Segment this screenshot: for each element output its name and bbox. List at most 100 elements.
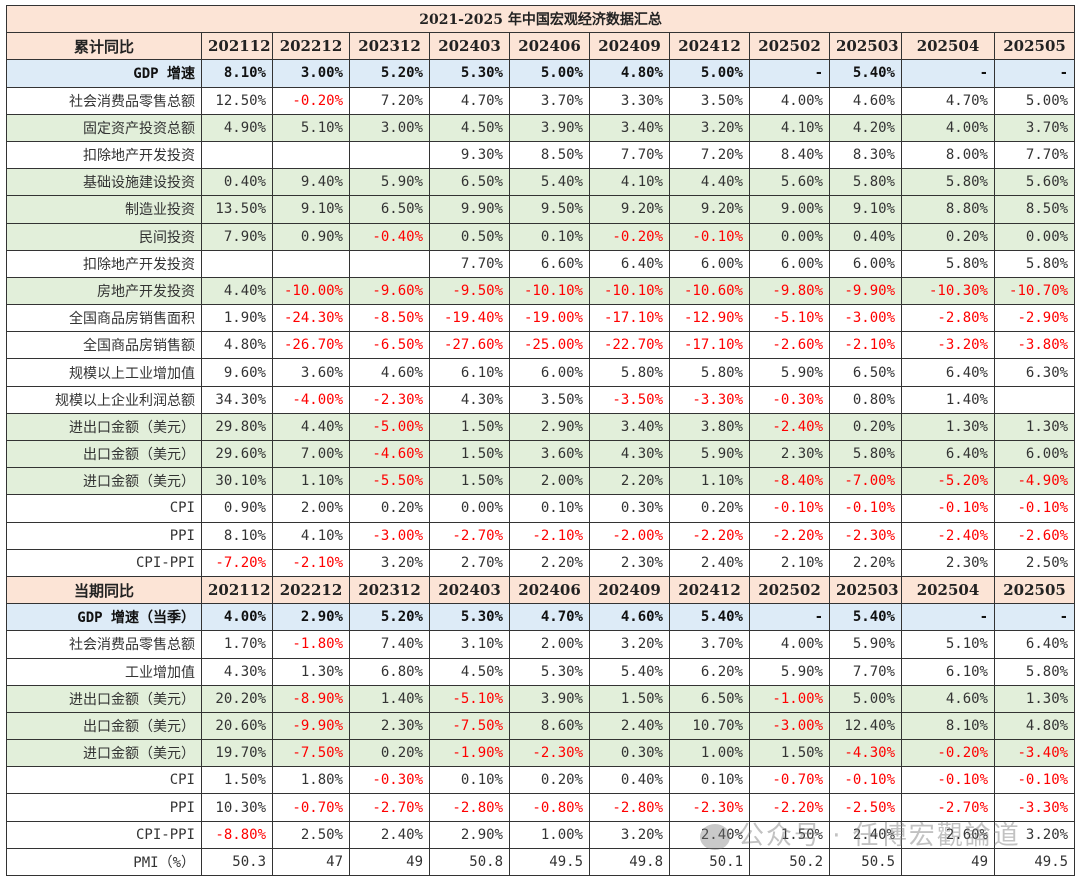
- table-cell: -10.10%: [589, 276, 670, 306]
- table-cell: 6.50%: [669, 684, 750, 713]
- table-row: 进口金额（美元） 19.70% -7.50% 0.20% -1.90% -2.30% 0.3…: [6, 739, 1076, 768]
- table-cell: 47: [272, 847, 350, 877]
- table-cell: 49: [901, 847, 995, 877]
- table-cell: 0.30%: [589, 494, 670, 523]
- table-cell: 7.70%: [429, 249, 510, 278]
- table-cell: -24.30%: [272, 304, 350, 333]
- table-row: CPI-PPI -7.20% -2.10% 3.20% 2.70% 2.20% 2.30% 2…: [6, 548, 1076, 577]
- table-cell: 0.20%: [509, 766, 590, 795]
- table-cell: -2.70%: [901, 793, 995, 822]
- table-row: 规模以上企业利润总额 34.30% -4.00% -2.30% 4.30% 3.50% -3…: [6, 385, 1076, 414]
- row-label: 扣除地产开发投资: [6, 249, 202, 278]
- table-row: 基础设施建设投资 0.40% 9.40% 5.90% 6.50% 5.40% 4.10% 4.…: [6, 168, 1076, 197]
- table-cell: -5.10%: [749, 304, 830, 333]
- table-cell: 5.40%: [509, 168, 590, 197]
- table-cell: 49.5: [509, 847, 590, 877]
- section-header-label: 累计同比: [6, 32, 202, 61]
- table-cell: -4.60%: [349, 439, 430, 469]
- table-cell: 6.00%: [509, 358, 590, 387]
- table-cell: 5.60%: [993, 168, 1076, 197]
- table-cell: 20.60%: [201, 711, 273, 741]
- table-cell: 8.60%: [509, 711, 590, 741]
- table-cell: 1.00%: [509, 820, 590, 849]
- table-cell: 9.20%: [589, 195, 670, 224]
- table-cell: 29.60%: [201, 439, 273, 469]
- table-cell: -2.60%: [993, 521, 1076, 550]
- table-cell: 2.40%: [669, 820, 750, 849]
- table-cell: 8.50%: [509, 140, 590, 170]
- table-cell: -10.70%: [993, 276, 1076, 306]
- table-cell: 3.20%: [993, 820, 1076, 849]
- table-cell: -4.30%: [829, 739, 902, 768]
- table-cell: 5.80%: [669, 358, 750, 387]
- table-cell: -2.70%: [429, 521, 510, 550]
- table-cell: 2.50%: [272, 820, 350, 849]
- table-cell: -9.60%: [349, 276, 430, 306]
- table-cell: 4.80%: [201, 331, 273, 360]
- table-cell: -7.20%: [201, 548, 273, 577]
- table-cell: [272, 249, 350, 278]
- table-row: 进出口金额（美元） 29.80% 4.40% -5.00% 1.50% 2.90% 3.40…: [6, 412, 1076, 442]
- table-cell: 5.20%: [349, 603, 430, 632]
- table-cell: 0.10%: [509, 494, 590, 523]
- table-cell: 3.40%: [589, 412, 670, 442]
- table-cell: 10.30%: [201, 793, 273, 822]
- table-cell: 3.40%: [589, 113, 670, 142]
- row-label: CPI: [6, 766, 202, 795]
- table-cell: -2.20%: [749, 521, 830, 550]
- table-cell: 1.00%: [669, 739, 750, 768]
- table-cell: 6.50%: [349, 195, 430, 224]
- table-cell: 6.40%: [901, 358, 995, 387]
- table-cell: 2.60%: [901, 820, 995, 849]
- period-header: 202212: [272, 575, 350, 605]
- table-row: 出口金额（美元） 20.60% -9.90% 2.30% -7.50% 8.60% 2.40…: [6, 711, 1076, 741]
- table-cell: -3.80%: [993, 331, 1076, 360]
- table-cell: -8.90%: [272, 684, 350, 713]
- row-label: 扣除地产开发投资: [6, 140, 202, 170]
- period-header: 202409: [589, 32, 670, 61]
- table-cell: 1.30%: [901, 412, 995, 442]
- table-cell: 4.70%: [509, 603, 590, 632]
- table-row: 规模以上工业增加值 9.60% 3.60% 4.60% 6.10% 6.00% 5.80% 5…: [6, 358, 1076, 387]
- table-cell: 9.40%: [272, 168, 350, 197]
- table-cell: 5.90%: [749, 358, 830, 387]
- table-cell: 3.70%: [509, 86, 590, 115]
- table-cell: -2.00%: [589, 521, 670, 550]
- period-header: 202212: [272, 32, 350, 61]
- table-cell: 0.20%: [349, 739, 430, 768]
- macro-data-table: 2021-2025 年中国宏观经济数据汇总 累计同比 202112 202212 20…: [5, 4, 1076, 877]
- table-cell: 5.90%: [349, 168, 430, 197]
- table-cell: 12.50%: [201, 86, 273, 115]
- table-cell: 1.40%: [901, 385, 995, 414]
- period-header: 202504: [901, 32, 995, 61]
- table-cell: -2.10%: [829, 331, 902, 360]
- table-cell: 7.40%: [349, 630, 430, 659]
- row-label: PPI: [6, 793, 202, 822]
- table-cell: -2.50%: [829, 793, 902, 822]
- table-cell: 2.00%: [509, 630, 590, 659]
- table-cell: -0.10%: [993, 494, 1076, 523]
- table-cell: 5.00%: [669, 59, 750, 88]
- table-cell: 8.50%: [993, 195, 1076, 224]
- table-cell: 4.00%: [901, 113, 995, 142]
- table-cell: 5.30%: [429, 603, 510, 632]
- table-cell: -8.40%: [749, 467, 830, 496]
- table-cell: 8.10%: [201, 59, 273, 88]
- table-cell: -9.50%: [429, 276, 510, 306]
- table-row: GDP 增速 8.10% 3.00% 5.20% 5.30% 5.00% 4.80% 5.00…: [6, 59, 1076, 88]
- table-cell: 5.00%: [509, 59, 590, 88]
- table-cell: 2.40%: [349, 820, 430, 849]
- table-cell: -3.40%: [993, 739, 1076, 768]
- period-header: 202312: [349, 575, 430, 605]
- period-header: 202112: [201, 32, 273, 61]
- row-label: PPI: [6, 521, 202, 550]
- table-cell: 2.30%: [901, 548, 995, 577]
- table-cell: 4.40%: [201, 276, 273, 306]
- table-cell: -2.30%: [669, 793, 750, 822]
- table-cell: 7.20%: [669, 140, 750, 170]
- table-cell: 2.90%: [429, 820, 510, 849]
- table-cell: 9.50%: [509, 195, 590, 224]
- table-row: 扣除地产开发投资 7.70% 6.60% 6.40% 6.00% 6.00% 6.00% 5.…: [6, 249, 1076, 278]
- table-cell: -0.20%: [589, 222, 670, 251]
- table-cell: 6.00%: [993, 439, 1076, 469]
